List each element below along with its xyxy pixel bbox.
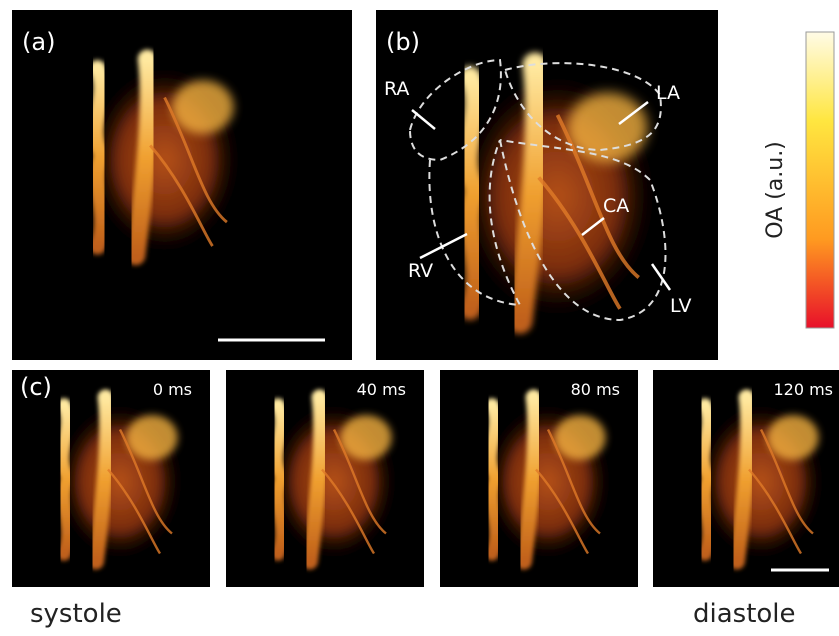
anatomy-label: RV — [408, 260, 433, 282]
anatomy-label: CA — [603, 195, 629, 217]
colorbar-label: OA (a.u.) — [763, 141, 788, 239]
figure: (a) RA LA CA RV LV (b) OA (a.u.) 0 ms 40 ms 80… — [0, 0, 839, 632]
frame-time: 0 ms — [153, 380, 192, 399]
panel-label: (b) — [386, 28, 420, 56]
phase-start: systole — [30, 599, 122, 629]
anatomy-label: LV — [670, 295, 692, 317]
frame-time: 40 ms — [357, 380, 406, 399]
panel-label: (c) — [20, 373, 52, 401]
panel-label: (a) — [22, 28, 55, 56]
colorbar — [806, 32, 834, 328]
phase-end: diastole — [693, 599, 796, 629]
anatomy-label: RA — [384, 78, 409, 100]
anatomy-label: LA — [656, 82, 680, 104]
frame-time: 120 ms — [773, 380, 833, 399]
frame-time: 80 ms — [571, 380, 620, 399]
